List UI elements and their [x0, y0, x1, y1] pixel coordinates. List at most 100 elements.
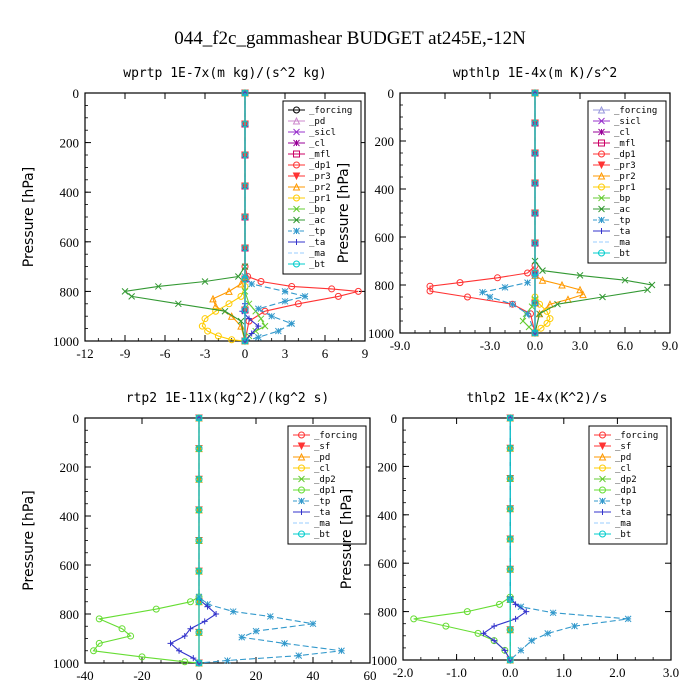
data-point — [228, 336, 236, 344]
legend-marker — [293, 139, 300, 147]
series-ta — [480, 415, 530, 663]
series-bt — [241, 89, 249, 345]
panel-title: thlp2 1E-4x(K^2)/s — [467, 391, 608, 406]
y-tick-label: 400 — [60, 509, 80, 524]
x-tick-label: 3 — [282, 346, 289, 361]
data-point — [644, 286, 651, 294]
legend-label: _pr2 — [614, 172, 636, 182]
y-tick-label: 1000 — [371, 653, 397, 668]
data-point — [121, 288, 129, 295]
y-tick-label: 1000 — [53, 656, 79, 671]
legend-marker — [298, 509, 305, 515]
y-tick-label: 1000 — [53, 334, 79, 349]
series-pr2 — [531, 88, 587, 337]
series-bt — [506, 414, 514, 664]
data-point — [528, 637, 535, 644]
data-point — [225, 287, 233, 295]
data-point — [127, 632, 135, 640]
legend-label: _ac — [309, 216, 325, 226]
data-point — [268, 312, 276, 320]
legend-label: _mfl — [614, 139, 636, 149]
data-point — [531, 239, 539, 247]
legend-marker — [598, 183, 605, 191]
data-point — [506, 596, 514, 603]
data-point — [531, 329, 539, 337]
data-point — [238, 633, 246, 641]
series-bt — [531, 89, 539, 337]
data-point — [181, 658, 189, 666]
panel-title: wprtp 1E-7x(m kg)/(s^2 kg) — [123, 66, 327, 81]
data-point — [334, 292, 342, 300]
data-point — [241, 306, 249, 314]
data-point — [118, 625, 126, 633]
data-point — [426, 287, 434, 295]
data-point — [543, 319, 551, 327]
legend-label: _tp — [614, 216, 630, 226]
legend-marker — [293, 239, 300, 245]
data-point — [204, 603, 211, 610]
data-point — [241, 151, 249, 159]
y-tick-label: 400 — [375, 182, 395, 197]
data-point — [309, 620, 317, 628]
x-tick-label: -12 — [76, 346, 93, 361]
legend-label: _sicl — [614, 117, 641, 127]
data-point — [186, 598, 194, 606]
data-point — [524, 269, 531, 277]
data-point — [241, 120, 249, 128]
legend-label: _cl — [309, 139, 325, 149]
data-point — [204, 327, 212, 335]
legend-marker — [597, 171, 606, 180]
legend-label: _ac — [614, 205, 630, 215]
data-point — [201, 315, 209, 323]
data-point — [494, 274, 501, 282]
data-point — [328, 285, 336, 293]
x-tick-label: 9 — [362, 346, 369, 361]
series-dp1 — [90, 414, 203, 667]
data-point — [198, 322, 206, 330]
data-point — [486, 293, 494, 301]
data-point — [491, 623, 498, 630]
y-tick-label: 200 — [378, 459, 398, 474]
legend-label: _tp — [309, 227, 325, 237]
legend-marker — [599, 509, 606, 515]
data-point — [479, 288, 486, 296]
legend-label: _forcing — [615, 431, 658, 441]
legend-label: _mfl — [309, 150, 331, 160]
panel-4: thlp2 1E-4x(K^2)/s Pressure [hPa] -2.0 -1.0… — [339, 391, 679, 680]
legend-label: _dp2 — [615, 475, 637, 485]
legend-label: _dp1 — [614, 150, 636, 160]
y-axis-label: Pressure [hPa] — [21, 167, 37, 267]
data-point — [558, 280, 566, 289]
x-tick-label: -6 — [160, 346, 171, 361]
legend-marker — [598, 216, 605, 224]
data-point — [524, 310, 531, 318]
y-tick-label: 600 — [378, 556, 398, 571]
data-point — [245, 300, 253, 308]
legend-marker — [293, 260, 300, 268]
series-line — [92, 418, 200, 664]
data-point — [509, 300, 516, 308]
data-point — [531, 269, 539, 277]
legend-label: _tp — [615, 497, 631, 507]
legend-label: _bp — [614, 194, 630, 204]
legend-marker — [597, 105, 606, 114]
data-point — [248, 330, 255, 337]
legend-marker — [599, 464, 606, 472]
legend: _forcing_sf_pd_cl_dp2_dp1_tp_ta_ma_bt — [287, 425, 367, 545]
data-point — [519, 317, 527, 325]
legend-label: _forcing — [309, 106, 352, 116]
legend-label: _bp — [309, 205, 325, 215]
data-point — [531, 179, 539, 187]
legend-label: _bt — [614, 249, 630, 259]
x-tick-label: -20 — [133, 668, 150, 683]
x-tick-label: 1.0 — [556, 665, 572, 680]
data-point — [506, 475, 514, 482]
data-point — [248, 280, 256, 288]
data-point — [576, 285, 584, 294]
y-tick-label: 1000 — [368, 326, 394, 341]
legend-marker — [293, 194, 300, 202]
data-point — [512, 615, 519, 622]
x-tick-label: 40 — [307, 668, 320, 683]
data-point — [281, 288, 289, 295]
